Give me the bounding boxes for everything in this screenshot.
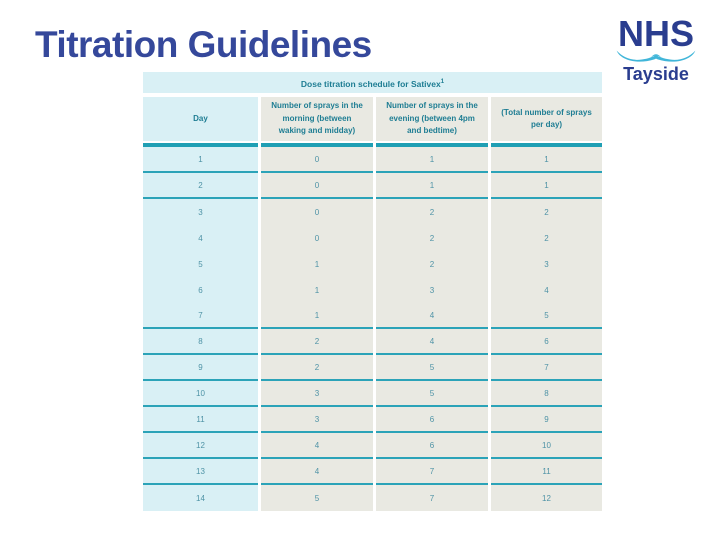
header-underline-segment	[261, 143, 373, 147]
table-row: 9 2 5 7	[143, 355, 602, 381]
cell-total: 1	[491, 173, 602, 199]
table-row: 8 2 4 6	[143, 329, 602, 355]
header-underline-segment	[491, 143, 602, 147]
cell-day: 14	[143, 485, 258, 511]
column-header-total: (Total number of sprays per day)	[491, 97, 602, 141]
cell-day: 4	[143, 225, 258, 251]
titration-table: Dose titration schedule for Sativex1 Day…	[143, 72, 602, 511]
cell-evening: 2	[376, 199, 488, 225]
cell-total: 7	[491, 355, 602, 381]
table-row: 2 0 1 1	[143, 173, 602, 199]
table-caption-superscript: 1	[440, 79, 445, 85]
cell-morning: 0	[261, 173, 373, 199]
table-row: 10 3 5 8	[143, 381, 602, 407]
cell-morning: 1	[261, 277, 373, 303]
cell-evening: 2	[376, 225, 488, 251]
cell-total: 12	[491, 485, 602, 511]
table-row: 13 4 7 11	[143, 459, 602, 485]
cell-evening: 2	[376, 251, 488, 277]
cell-day: 1	[143, 147, 258, 173]
cell-evening: 5	[376, 381, 488, 407]
cell-total: 1	[491, 147, 602, 173]
cell-evening: 6	[376, 407, 488, 433]
table-body: 1 0 1 1 2 0 1 1 3 0 2 2 4 0 2 2 5 1 2 3 …	[143, 147, 602, 511]
header-underline-segment	[143, 143, 258, 147]
table-row: 6 1 3 4	[143, 277, 602, 303]
column-header-evening: Number of sprays in the evening (between…	[376, 97, 488, 141]
table-row: 11 3 6 9	[143, 407, 602, 433]
table-header-row: Day Number of sprays in the morning (bet…	[143, 97, 602, 141]
cell-day: 8	[143, 329, 258, 355]
nhs-wordmark: NHS	[617, 13, 694, 54]
slide-title: Titration Guidelines	[35, 24, 372, 65]
cell-evening: 4	[376, 329, 488, 355]
cell-day: 10	[143, 381, 258, 407]
cell-day: 3	[143, 199, 258, 225]
cell-evening: 1	[376, 173, 488, 199]
column-header-day: Day	[143, 97, 258, 141]
cell-evening: 3	[376, 277, 488, 303]
cell-total: 5	[491, 303, 602, 329]
cell-evening: 7	[376, 485, 488, 511]
header-underline-segment	[376, 143, 488, 147]
cell-evening: 1	[376, 147, 488, 173]
header-underline	[143, 141, 602, 147]
column-header-morning: Number of sprays in the morning (between…	[261, 97, 373, 141]
cell-day: 2	[143, 173, 258, 199]
cell-day: 13	[143, 459, 258, 485]
region-label: Tayside	[623, 64, 689, 84]
cell-morning: 4	[261, 433, 373, 459]
cell-morning: 1	[261, 251, 373, 277]
cell-total: 6	[491, 329, 602, 355]
table-caption: Dose titration schedule for Sativex1	[143, 72, 602, 93]
cell-day: 5	[143, 251, 258, 277]
cell-total: 4	[491, 277, 602, 303]
cell-morning: 2	[261, 329, 373, 355]
cell-total: 9	[491, 407, 602, 433]
cell-morning: 0	[261, 147, 373, 173]
caption-header-gap	[143, 93, 602, 97]
cell-morning: 1	[261, 303, 373, 329]
table-row: 12 4 6 10	[143, 433, 602, 459]
table-row: 7 1 4 5	[143, 303, 602, 329]
nhs-tayside-logo: NHS Tayside	[612, 16, 700, 83]
cell-total: 11	[491, 459, 602, 485]
cell-day: 6	[143, 277, 258, 303]
table-caption-text: Dose titration schedule for Sativex	[300, 78, 441, 89]
cell-morning: 3	[261, 407, 373, 433]
cell-total: 2	[491, 199, 602, 225]
cell-total: 8	[491, 381, 602, 407]
cell-morning: 0	[261, 225, 373, 251]
cell-morning: 4	[261, 459, 373, 485]
wave-icon	[616, 50, 696, 62]
cell-day: 9	[143, 355, 258, 381]
cell-morning: 0	[261, 199, 373, 225]
cell-total: 3	[491, 251, 602, 277]
table-row: 14 5 7 12	[143, 485, 602, 511]
table-row: 3 0 2 2	[143, 199, 602, 225]
cell-total: 2	[491, 225, 602, 251]
cell-day: 11	[143, 407, 258, 433]
cell-morning: 3	[261, 381, 373, 407]
table-row: 4 0 2 2	[143, 225, 602, 251]
cell-morning: 2	[261, 355, 373, 381]
table-row: 5 1 2 3	[143, 251, 602, 277]
cell-day: 12	[143, 433, 258, 459]
cell-evening: 5	[376, 355, 488, 381]
cell-evening: 4	[376, 303, 488, 329]
cell-day: 7	[143, 303, 258, 329]
cell-evening: 7	[376, 459, 488, 485]
table-row: 1 0 1 1	[143, 147, 602, 173]
cell-total: 10	[491, 433, 602, 459]
cell-evening: 6	[376, 433, 488, 459]
cell-morning: 5	[261, 485, 373, 511]
